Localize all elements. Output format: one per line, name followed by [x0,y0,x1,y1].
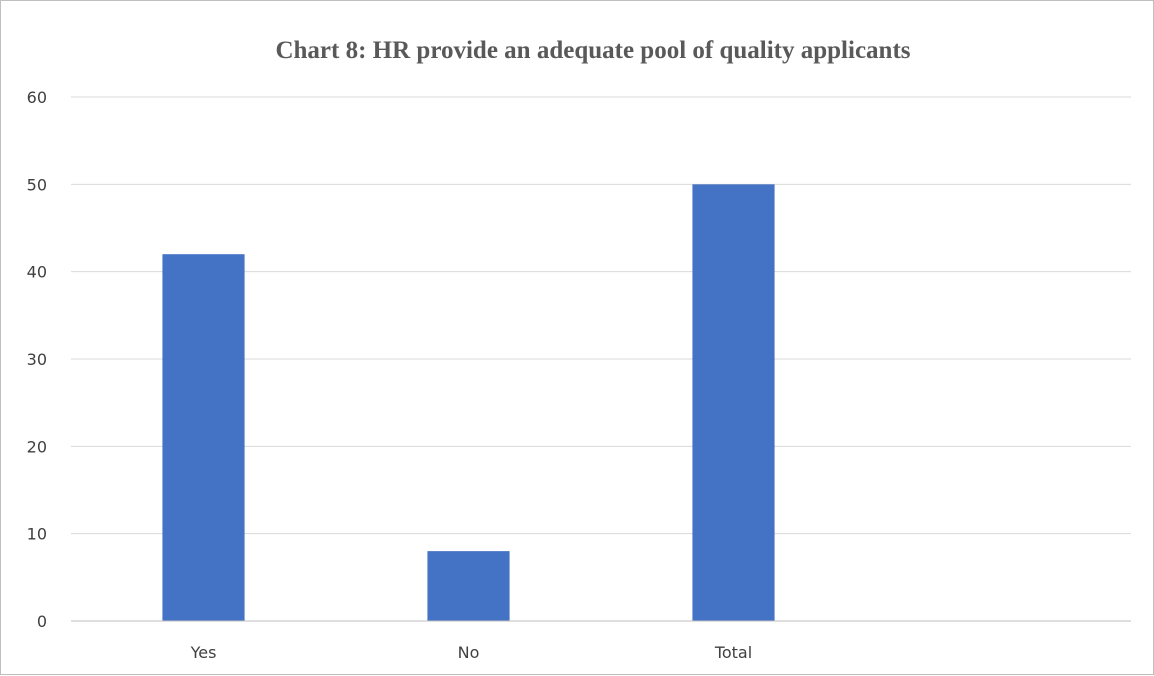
x-tick-label: Yes [190,643,217,662]
y-tick-label: 0 [37,612,47,631]
chart-title: Chart 8: HR provide an adequate pool of … [275,37,910,64]
x-axis-tick-labels: Yes No Total [190,643,753,662]
gridlines [71,96,1131,535]
y-tick-label: 50 [27,175,47,194]
y-tick-label: 30 [27,350,47,369]
y-tick-label: 40 [27,263,47,282]
bars [162,184,775,622]
x-tick-label: Total [714,643,752,662]
y-tick-label: 10 [27,525,47,544]
y-tick-label: 60 [27,88,47,107]
bar-total [692,184,775,622]
x-tick-label: No [458,643,480,662]
y-tick-label: 20 [27,437,47,456]
bar-no [427,551,510,621]
bar-yes [162,254,245,621]
y-axis-tick-labels: 0 10 20 30 40 50 60 [27,88,47,631]
